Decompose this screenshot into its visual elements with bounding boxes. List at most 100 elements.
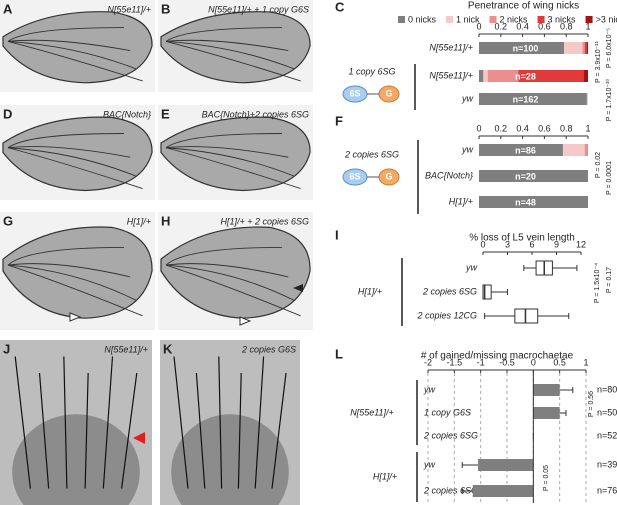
vein <box>7 147 143 190</box>
arrowhead <box>133 432 145 444</box>
vein <box>165 133 283 149</box>
vein <box>165 263 289 278</box>
genotype-label: N[55e11]/+ + 1 copy G6S <box>208 4 309 14</box>
chart-title: % loss of L5 vein length <box>469 233 575 244</box>
bristle <box>195 372 206 489</box>
construct-label: 6S <box>349 88 360 98</box>
p-value: P = 0.02 <box>595 152 602 178</box>
genotype-label: N[55e11]/+ <box>104 344 148 354</box>
n-label: n=20 <box>515 171 536 181</box>
vein <box>7 40 137 70</box>
bar <box>533 384 560 396</box>
n-label: n=100 <box>513 43 539 53</box>
bristle <box>14 356 31 489</box>
bristle <box>84 372 89 489</box>
p-value: P = 3.9x10⁻¹¹ <box>595 40 602 83</box>
group-label: N[55e11]/+ <box>350 407 394 417</box>
category-label: yw <box>423 459 436 469</box>
x-tick-label: 0.4 <box>516 123 529 133</box>
x-tick-label: 0 <box>476 21 481 31</box>
x-tick-label: 0 <box>476 123 481 133</box>
n-label: n=162 <box>513 94 539 104</box>
vein <box>7 263 131 278</box>
x-tick-label: 0.6 <box>538 21 551 31</box>
bar <box>478 459 534 471</box>
panel-letter: G <box>3 213 13 228</box>
x-tick-label: 3 <box>505 239 510 249</box>
n-label: n=48 <box>515 197 536 207</box>
vein <box>165 264 295 301</box>
p-value: P = 1.5x10⁻⁴ <box>594 263 601 303</box>
construct-label: G <box>385 88 392 98</box>
legend-swatch <box>398 16 405 23</box>
construct-label: G <box>385 171 392 181</box>
n-label: n=50 <box>597 407 617 417</box>
panel-letter: E <box>161 106 170 121</box>
bristle <box>38 372 50 489</box>
bristle <box>237 372 242 489</box>
vein <box>7 27 125 42</box>
vein <box>7 264 143 317</box>
legend-label: 0 nicks <box>408 14 437 24</box>
x-tick-label: -1.5 <box>447 357 463 367</box>
category-label: 2 copies 6SG <box>423 430 478 440</box>
legend-label: 1 nick <box>456 14 480 24</box>
bar-segment <box>479 144 563 156</box>
bar-segment <box>518 70 584 82</box>
n-label: n=28 <box>515 71 536 81</box>
panel-letter: C <box>335 0 345 14</box>
bar-segment <box>479 170 588 182</box>
bar-segment <box>583 70 588 82</box>
bar-segment <box>584 42 587 54</box>
bristle <box>102 356 114 489</box>
legend-label: >3 nicks <box>596 14 617 24</box>
construct-label: 6S <box>349 171 360 181</box>
legend-label: 2 nicks <box>500 14 529 24</box>
vein <box>165 40 301 82</box>
p-value: P = 0.56 <box>588 391 595 417</box>
category-label: N[55e11]/+ <box>429 70 473 80</box>
panel-letter: F <box>335 113 343 128</box>
x-tick-label: 0 <box>480 239 485 249</box>
p-value: P = 0.17 <box>606 267 613 293</box>
genotype-label: H[1]/+ <box>127 216 151 226</box>
panel-letter: J <box>3 341 10 356</box>
genotype-label: N[55e11]/+ <box>107 4 151 14</box>
wing <box>160 11 311 84</box>
wing <box>160 116 311 192</box>
x-tick-label: 6 <box>529 239 534 249</box>
vein <box>7 246 125 266</box>
group-label: H[1]/+ <box>358 286 382 296</box>
category-label: 2 copies 6SG <box>423 485 478 495</box>
wing <box>160 226 311 319</box>
panel-letter: I <box>335 227 339 242</box>
vein <box>165 40 295 70</box>
vein <box>7 40 143 82</box>
bristle <box>63 356 68 489</box>
panel-letter: B <box>161 1 170 16</box>
bar-segment <box>479 196 588 208</box>
box <box>514 308 539 324</box>
category-label: yw <box>461 93 474 103</box>
p-value: P = 1.7x10⁻¹⁰ <box>605 79 613 122</box>
chart-title: Penetrance of wing nicks <box>468 1 579 12</box>
legend-swatch <box>489 16 497 23</box>
category-label: yw <box>423 384 436 394</box>
x-tick-label: -2 <box>424 357 432 367</box>
x-tick-label: 0 <box>531 357 536 367</box>
bar-segment <box>564 42 583 54</box>
x-tick-label: 0.2 <box>495 21 508 31</box>
vein <box>165 147 301 190</box>
bar <box>533 407 560 419</box>
arrowhead <box>69 312 82 322</box>
bristle <box>173 356 189 489</box>
x-tick-label: 0.6 <box>538 123 551 133</box>
bristle <box>218 356 223 489</box>
x-tick-label: 9 <box>554 239 559 249</box>
n-label: n=80 <box>597 384 617 394</box>
category-label: yw <box>465 262 478 272</box>
vein <box>165 264 301 317</box>
group-label: 2 copies 6SG <box>344 149 399 159</box>
p-value: P = 6.0x10⁻⁵ <box>606 28 613 68</box>
